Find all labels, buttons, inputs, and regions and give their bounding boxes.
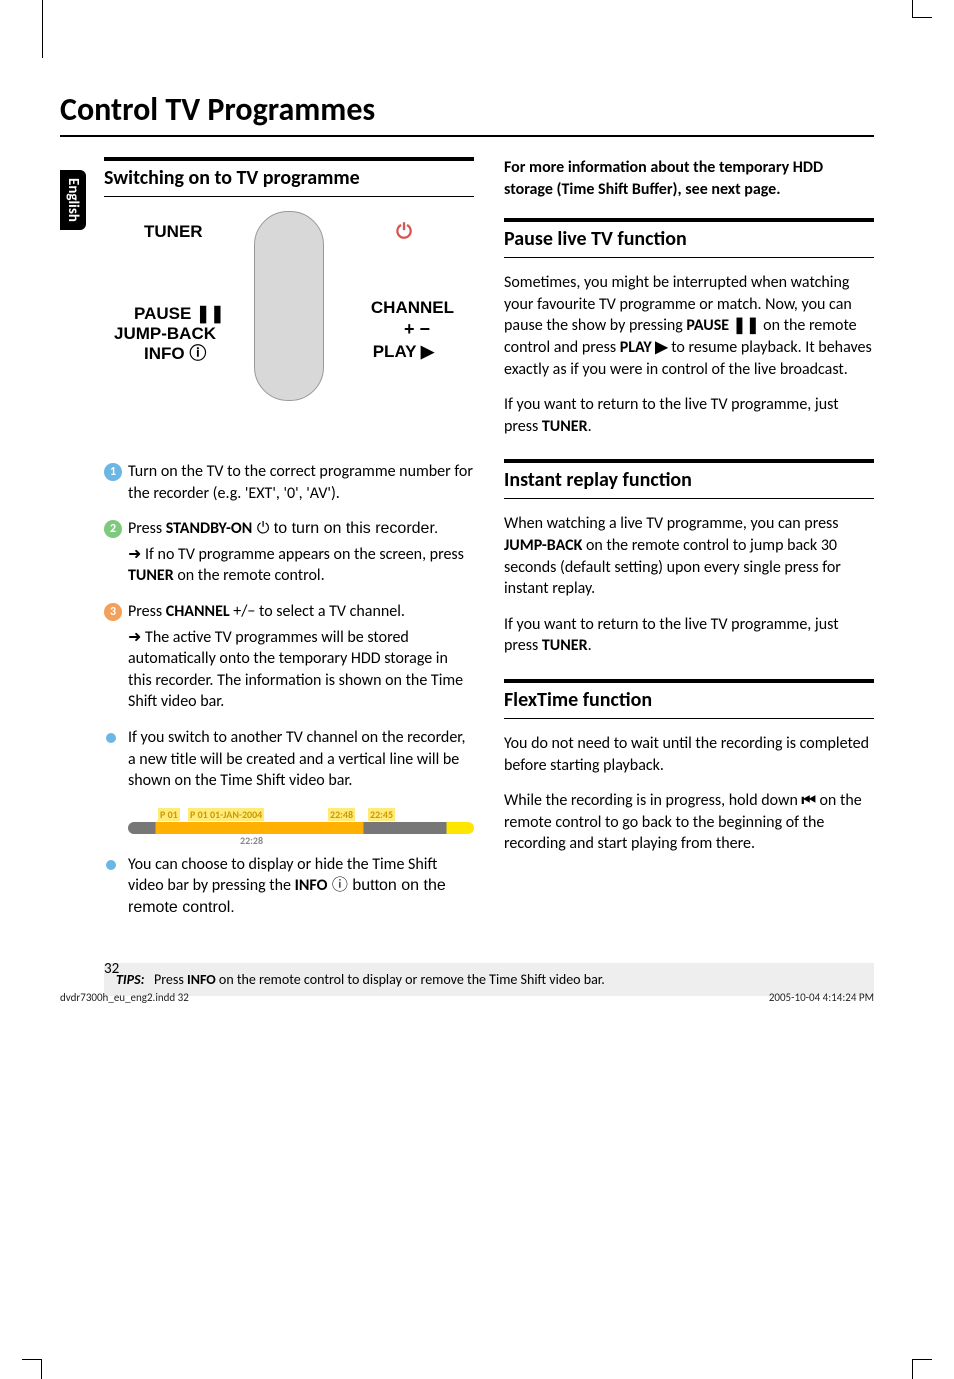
page-title: Control TV Programmes [60, 90, 874, 137]
step-number-2: 2 [104, 520, 122, 538]
instant-replay-p1-a: When watching a live TV programme, you c… [504, 514, 839, 533]
instant-replay-p1: When watching a live TV programme, you c… [504, 513, 874, 599]
step-2-arrow-text: ➜ If no TV programme appears on the scre… [128, 545, 464, 564]
footer-left: dvdr7300h_eu_eng2.indd 32 [60, 991, 189, 1004]
footer: dvdr7300h_eu_eng2.indd 32 2005-10-04 4:1… [60, 991, 874, 1004]
step-3-arrow-text: ➜ The active TV programmes will be store… [128, 628, 463, 712]
step-number-3: 3 [104, 603, 122, 621]
tips-text-a: Press [154, 971, 187, 988]
channel-label: CHANNEL [166, 602, 230, 621]
tuner-label: TUNER [542, 417, 588, 436]
pause-live-p2-c: . [588, 417, 592, 436]
standby-icon: ⏻ [396, 219, 412, 246]
tsb-t2: 22:45 [368, 808, 395, 822]
pause-live-p2: If you want to return to the live TV pro… [504, 394, 874, 437]
tips-text-b: on the remote control to display or remo… [216, 971, 605, 988]
step-2-arrow-text-c: on the remote control. [174, 566, 325, 585]
info-label: INFO [187, 971, 216, 988]
remote-label-info: INFO ⓘ [144, 343, 206, 366]
play-label: PLAY ▶ [620, 338, 668, 357]
flextime-p1: You do not need to wait until the record… [504, 733, 874, 776]
right-column: For more information about the temporary… [504, 157, 874, 933]
step-2-text-a: Press [128, 519, 166, 538]
bullet-1-text: If you switch to another TV channel on t… [128, 728, 466, 790]
standby-on-label: STANDBY-ON [166, 519, 253, 538]
tsb-t3: 22:28 [238, 834, 265, 848]
step-3-text-a: Press [128, 602, 166, 621]
skip-back-icon: ⏮ [801, 791, 815, 810]
pause-live-p1: Sometimes, you might be interrupted when… [504, 272, 874, 380]
tuner-label: TUNER [542, 636, 588, 655]
tsb-t1: 22:48 [328, 808, 355, 822]
remote-label-tuner: TUNER [144, 221, 203, 244]
section-switching-on: Switching on to TV programme [104, 157, 474, 197]
section-pause-live: Pause live TV function [504, 218, 874, 258]
left-column: Switching on to TV programme TUNER PAUSE… [104, 157, 474, 933]
bullet-2: You can choose to display or hide the Ti… [104, 854, 474, 919]
remote-label-plusminus: + − [404, 317, 430, 341]
info-label: INFO [295, 876, 328, 895]
tuner-label: TUNER [128, 566, 174, 585]
step-number-1: 1 [104, 463, 122, 481]
instant-replay-p2: If you want to return to the live TV pro… [504, 614, 874, 657]
step-3: 3 Press CHANNEL +/− to select a TV chann… [104, 601, 474, 713]
section-flextime: FlexTime function [504, 679, 874, 719]
step-2: 2 Press STANDBY-ON ⏻ to turn on this rec… [104, 518, 474, 587]
tsb-date: P 01 01-JAN-2004 [188, 808, 264, 822]
pause-label: PAUSE ❚❚ [686, 316, 759, 335]
page-number: 32 [104, 960, 119, 978]
step-2-text-c: ⏻ to turn on this recorder. [252, 520, 438, 537]
footer-right: 2005-10-04 4:14:24 PM [769, 991, 874, 1004]
jumpback-label: JUMP-BACK [504, 536, 582, 555]
bullet-1: If you switch to another TV channel on t… [104, 727, 474, 792]
bullet-icon [106, 733, 116, 743]
bullet-icon [106, 860, 116, 870]
intro-bold: For more information about the temporary… [504, 157, 874, 200]
remote-diagram: TUNER PAUSE ❚❚ JUMP-BACK INFO ⓘ CHANNEL … [104, 211, 474, 441]
flextime-p2: While the recording is in progress, hold… [504, 790, 874, 855]
language-tab: English [60, 170, 86, 230]
step-1: 1 Turn on the TV to the correct programm… [104, 461, 474, 504]
instant-replay-p2-c: . [588, 636, 592, 655]
remote-label-play: PLAY ▶ [373, 341, 434, 364]
flextime-p2-a: While the recording is in progress, hold… [504, 791, 801, 810]
tips-label: TIPS: [116, 971, 145, 988]
step-3-text-c: +/− to select a TV channel. [230, 602, 405, 621]
tsb-p01: P 01 [158, 808, 180, 822]
section-instant-replay: Instant replay function [504, 459, 874, 499]
step-1-text: Turn on the TV to the correct programme … [128, 462, 473, 503]
time-shift-bar: P 01 P 01 01-JAN-2004 22:48 22:45 22:28 [128, 806, 474, 842]
